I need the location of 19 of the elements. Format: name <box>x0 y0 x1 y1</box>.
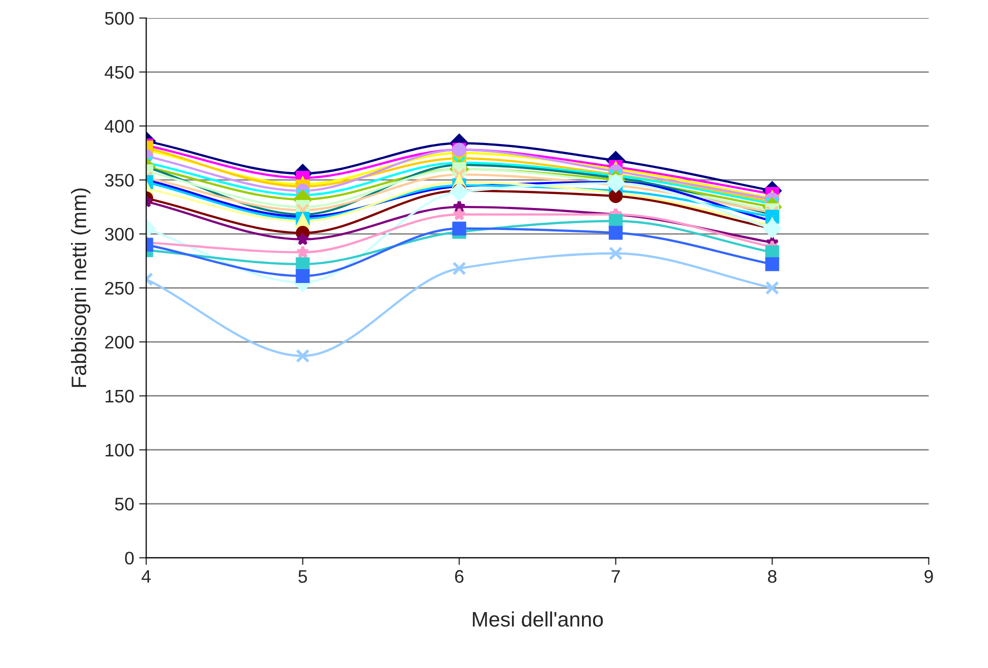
y-tick-label: 0 <box>125 552 134 564</box>
x-tick-label: 8 <box>768 570 776 583</box>
x-tick-label: 5 <box>298 570 307 583</box>
y-tick-label: 300 <box>104 228 134 241</box>
y-tick-label: 250 <box>105 282 134 295</box>
y-tick-label: 500 <box>105 12 134 25</box>
x-tick-label: 7 <box>612 570 620 583</box>
x-tick-label: 9 <box>924 570 933 583</box>
y-tick-label: 50 <box>115 498 134 511</box>
y-tick-label: 100 <box>106 444 134 457</box>
x-tick-label: 4 <box>142 570 151 583</box>
y-axis-title: Fabbisogni netti (mm) <box>70 188 90 387</box>
x-axis-title: Mesi dell'anno <box>472 611 603 627</box>
y-tick-label: 450 <box>104 66 134 79</box>
y-tick-label: 200 <box>105 336 134 349</box>
y-tick-label: 350 <box>104 174 134 187</box>
y-tick-label: 150 <box>106 390 134 403</box>
y-tick-label: 400 <box>104 120 134 133</box>
x-tick-label: 6 <box>455 570 464 583</box>
